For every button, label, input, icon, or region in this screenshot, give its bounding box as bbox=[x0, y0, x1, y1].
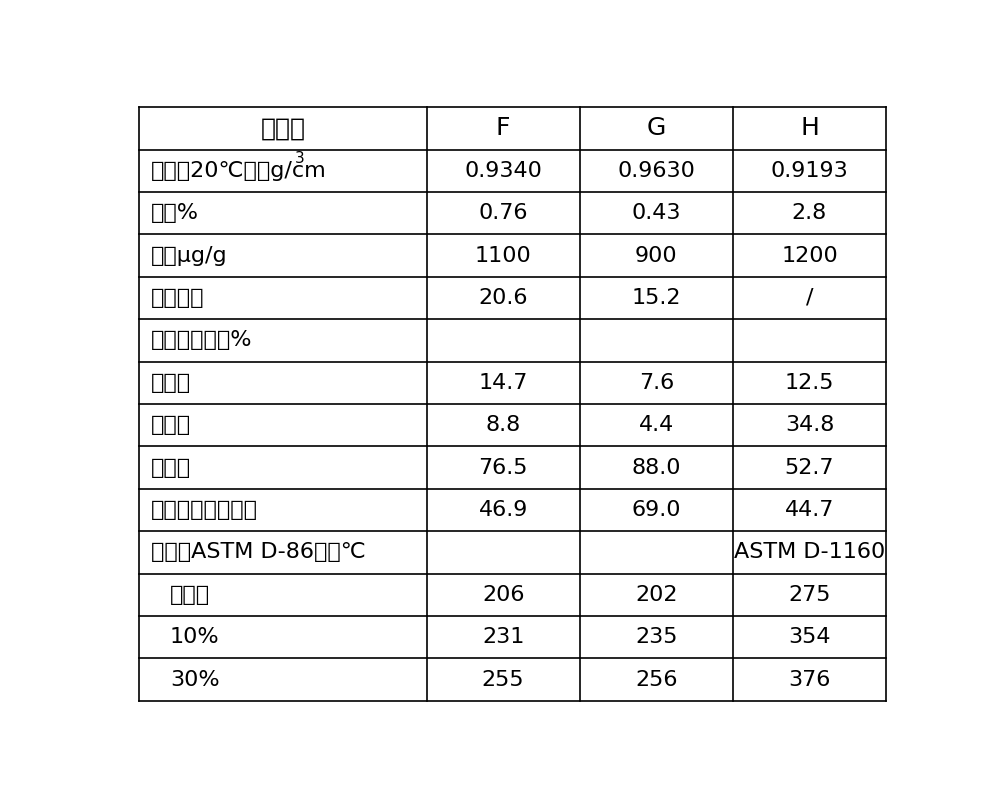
Text: 8.8: 8.8 bbox=[486, 415, 521, 435]
Text: 原料油: 原料油 bbox=[260, 116, 305, 140]
Text: 354: 354 bbox=[788, 627, 831, 647]
Text: 30%: 30% bbox=[170, 670, 220, 690]
Text: /: / bbox=[806, 288, 813, 308]
Text: 52.7: 52.7 bbox=[785, 458, 834, 478]
Text: 20.6: 20.6 bbox=[478, 288, 528, 308]
Text: 1200: 1200 bbox=[781, 246, 838, 266]
Text: 275: 275 bbox=[788, 585, 831, 605]
Text: F: F bbox=[496, 116, 510, 140]
Text: 2.8: 2.8 bbox=[792, 203, 827, 223]
Text: 10%: 10% bbox=[170, 627, 220, 647]
Text: 密度（20℃），g/cm: 密度（20℃），g/cm bbox=[151, 161, 326, 181]
Text: 4.4: 4.4 bbox=[639, 415, 674, 435]
Text: 0.9630: 0.9630 bbox=[617, 161, 695, 181]
Text: 376: 376 bbox=[788, 670, 831, 690]
Text: 7.6: 7.6 bbox=[639, 373, 674, 393]
Text: 900: 900 bbox=[635, 246, 678, 266]
Text: 202: 202 bbox=[635, 585, 678, 605]
Text: 3: 3 bbox=[295, 151, 304, 166]
Text: 初馏点: 初馏点 bbox=[170, 585, 210, 605]
Text: 76.5: 76.5 bbox=[478, 458, 528, 478]
Text: 235: 235 bbox=[635, 627, 678, 647]
Text: 1100: 1100 bbox=[475, 246, 532, 266]
Text: 12.5: 12.5 bbox=[785, 373, 834, 393]
Text: 环烷烃: 环烷烃 bbox=[151, 415, 191, 435]
Text: 14.7: 14.7 bbox=[478, 373, 528, 393]
Text: 0.9193: 0.9193 bbox=[771, 161, 848, 181]
Text: 88.0: 88.0 bbox=[632, 458, 681, 478]
Text: 255: 255 bbox=[482, 670, 524, 690]
Text: 46.9: 46.9 bbox=[478, 500, 528, 520]
Text: 0.43: 0.43 bbox=[632, 203, 681, 223]
Text: 总芳烃: 总芳烃 bbox=[151, 458, 191, 478]
Text: 链烷烃: 链烷烃 bbox=[151, 373, 191, 393]
Text: 0.9340: 0.9340 bbox=[464, 161, 542, 181]
Text: H: H bbox=[800, 116, 819, 140]
Text: 十六烷值: 十六烷值 bbox=[151, 288, 204, 308]
Text: 硫，%: 硫，% bbox=[151, 203, 199, 223]
Text: 15.2: 15.2 bbox=[632, 288, 681, 308]
Text: 馏程（ASTM D-86），℃: 馏程（ASTM D-86），℃ bbox=[151, 542, 365, 562]
Text: 0.76: 0.76 bbox=[478, 203, 528, 223]
Text: 69.0: 69.0 bbox=[632, 500, 681, 520]
Text: 206: 206 bbox=[482, 585, 524, 605]
Text: 256: 256 bbox=[635, 670, 678, 690]
Text: 烃组成，质量%: 烃组成，质量% bbox=[151, 330, 252, 350]
Text: 44.7: 44.7 bbox=[785, 500, 834, 520]
Text: 34.8: 34.8 bbox=[785, 415, 834, 435]
Text: 双环以上芳烃含量: 双环以上芳烃含量 bbox=[151, 500, 258, 520]
Text: 氮，μg/g: 氮，μg/g bbox=[151, 246, 227, 266]
Text: ASTM D-1160: ASTM D-1160 bbox=[734, 542, 885, 562]
Text: 231: 231 bbox=[482, 627, 524, 647]
Text: G: G bbox=[647, 116, 666, 140]
